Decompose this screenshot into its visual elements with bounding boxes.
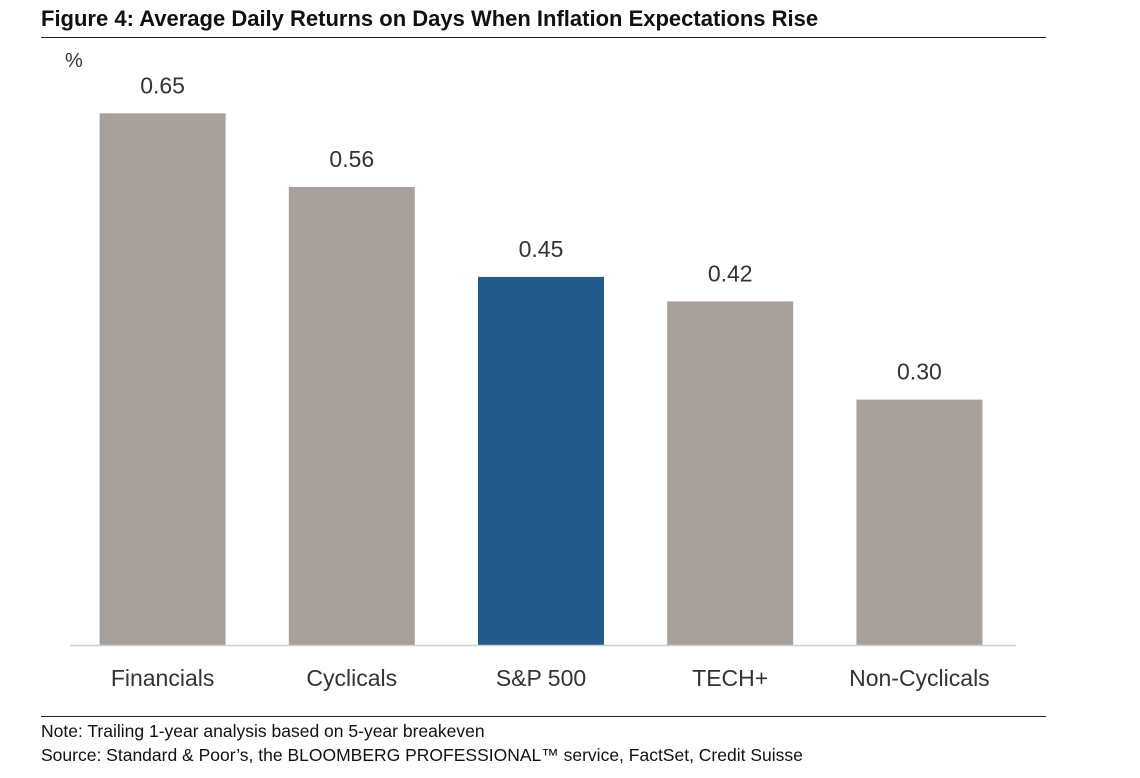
title-rule	[41, 37, 1046, 38]
category-label-non-cyclicals: Non-Cyclicals	[849, 665, 990, 691]
value-label-tech: 0.42	[708, 260, 753, 286]
category-label-cyclicals: Cyclicals	[306, 665, 397, 691]
chart-note: Note: Trailing 1-year analysis based on …	[41, 721, 485, 741]
value-label-sandp-500: 0.45	[519, 236, 564, 262]
bar-cyclicals	[288, 186, 415, 645]
y-unit-label: %	[65, 50, 83, 72]
bar-chart: 0.65 Financials 0.56 Cyclicals 0.45 S&P 500 0.…	[70, 72, 1016, 691]
value-label-financials: 0.65	[140, 72, 185, 98]
value-label-cyclicals: 0.56	[329, 146, 374, 172]
bar-tech	[667, 301, 794, 645]
value-label-non-cyclicals: 0.30	[897, 359, 942, 385]
bar-sandp-500	[478, 276, 604, 645]
chart-source: Source: Standard & Poor’s, the BLOOMBERG…	[41, 745, 803, 765]
footer-rule	[41, 716, 1046, 717]
category-label-financials: Financials	[111, 665, 215, 691]
chart-title: Figure 4: Average Daily Returns on Days …	[41, 6, 819, 31]
category-label-sandp-500: S&P 500	[496, 665, 586, 691]
category-label-tech: TECH+	[692, 665, 768, 691]
bar-non-cyclicals	[856, 399, 983, 645]
bar-financials	[99, 113, 226, 646]
